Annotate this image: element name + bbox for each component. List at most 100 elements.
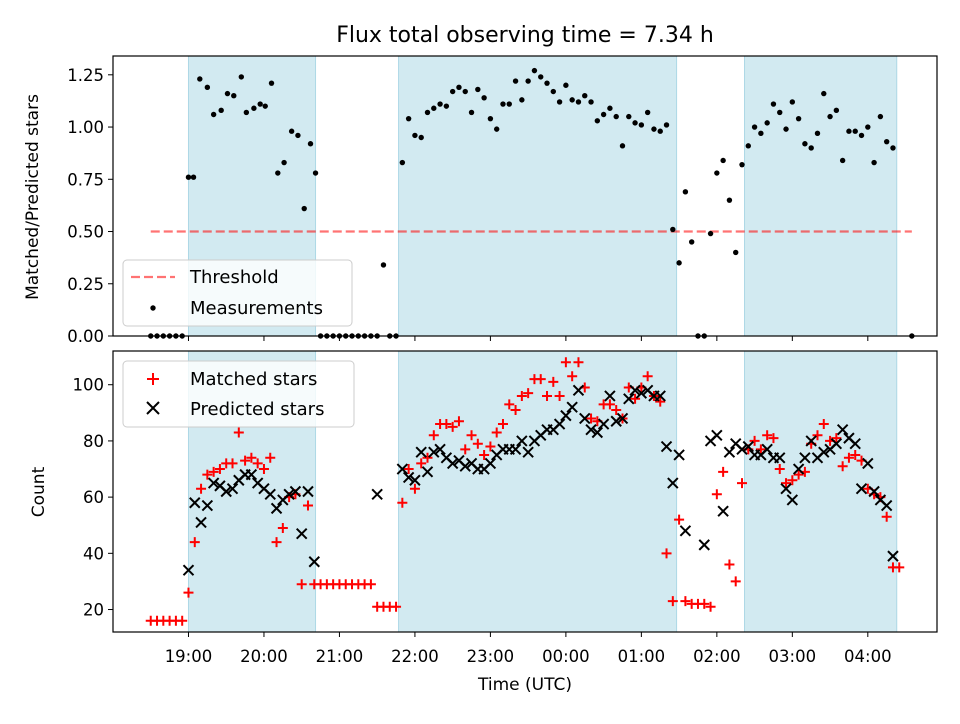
predicted-point bbox=[207, 477, 220, 489]
measurement-point bbox=[789, 99, 796, 105]
x-tick-label: 23:00 bbox=[467, 647, 515, 666]
x-tick-label: 22:00 bbox=[391, 647, 439, 666]
matched-point bbox=[768, 433, 779, 444]
measurement-point bbox=[808, 145, 814, 151]
matched-point bbox=[730, 576, 741, 587]
measurement-point bbox=[418, 134, 424, 141]
matched-point bbox=[189, 537, 200, 548]
matched-point bbox=[447, 421, 458, 432]
count-y-tick-label: 80 bbox=[83, 432, 104, 451]
matched-point bbox=[466, 430, 477, 441]
matched-point bbox=[604, 399, 615, 410]
measurement-point bbox=[301, 205, 307, 212]
predicted-point bbox=[396, 463, 409, 475]
predicted-point bbox=[245, 468, 258, 481]
measurement-point bbox=[275, 170, 281, 176]
measurement-point bbox=[550, 88, 557, 95]
measurement-point bbox=[456, 84, 462, 91]
measurement-point bbox=[688, 239, 695, 245]
matched-point bbox=[674, 514, 685, 525]
measurement-point bbox=[506, 101, 512, 107]
measurement-point bbox=[670, 226, 676, 233]
predicted-point bbox=[667, 477, 679, 489]
predicted-point bbox=[182, 564, 195, 576]
predicted-point bbox=[201, 499, 214, 512]
x-tick-label: 20:00 bbox=[240, 647, 288, 666]
matched-point bbox=[365, 579, 376, 590]
matched-point bbox=[642, 371, 653, 382]
predicted-point bbox=[415, 446, 427, 458]
matched-point bbox=[516, 390, 527, 401]
measurement-point bbox=[594, 118, 601, 124]
predicted-point bbox=[509, 443, 522, 456]
predicted-point bbox=[805, 435, 817, 447]
predicted-point bbox=[295, 527, 308, 540]
count-panel: 20 40 60 80 100 19:00 20:00 21:00 22:00 23:00 00:0… bbox=[73, 350, 938, 666]
measurement-point bbox=[218, 107, 224, 114]
legend-predicted-label: Predicted stars bbox=[190, 399, 324, 420]
predicted-point bbox=[604, 390, 616, 402]
matched-point bbox=[453, 416, 464, 427]
matched-point bbox=[573, 357, 584, 368]
matched-point bbox=[208, 466, 219, 477]
matched-point bbox=[397, 497, 408, 508]
measurement-point bbox=[443, 103, 450, 109]
predicted-point bbox=[446, 457, 459, 470]
predicted-point bbox=[742, 440, 755, 453]
predicted-point bbox=[421, 466, 434, 478]
measurement-point bbox=[714, 170, 720, 176]
x-tick-label: 04:00 bbox=[844, 647, 892, 666]
measurement-point bbox=[726, 197, 733, 203]
ratio-y-tick-label: 0.25 bbox=[67, 275, 104, 294]
measurement-point bbox=[858, 132, 865, 139]
matched-point bbox=[881, 511, 892, 522]
measurement-point bbox=[795, 115, 802, 122]
predicted-point bbox=[836, 423, 849, 436]
measurement-point bbox=[190, 174, 197, 180]
measurement-point bbox=[814, 130, 821, 137]
predicted-point bbox=[880, 499, 893, 512]
matched-point bbox=[479, 449, 490, 460]
matched-point bbox=[491, 427, 502, 438]
measurement-point bbox=[846, 128, 852, 134]
ratio-y-tick-label: 0.75 bbox=[67, 170, 104, 189]
measurement-point bbox=[777, 109, 783, 116]
predicted-point bbox=[792, 463, 805, 475]
matched-point bbox=[781, 478, 792, 489]
measurement-point bbox=[204, 84, 211, 91]
matched-point bbox=[850, 449, 861, 460]
x-tick-label: 01:00 bbox=[618, 647, 666, 666]
predicted-point bbox=[660, 440, 673, 453]
predicted-point bbox=[711, 429, 723, 442]
predicted-point bbox=[566, 401, 578, 413]
measurement-point bbox=[751, 124, 758, 130]
measurement-point bbox=[758, 130, 764, 137]
ratio-y-tick-label: 1.00 bbox=[67, 118, 104, 137]
count-observing-band bbox=[398, 350, 678, 633]
legend-measurement-label: Measurements bbox=[190, 298, 323, 319]
predicted-point bbox=[736, 443, 748, 456]
measurement-point bbox=[563, 82, 569, 88]
matched-point bbox=[504, 399, 515, 410]
matched-point bbox=[667, 596, 678, 607]
matched-point bbox=[416, 458, 427, 469]
matched-point bbox=[630, 393, 641, 404]
measurement-point bbox=[257, 101, 263, 107]
measurement-point bbox=[185, 174, 192, 180]
predicted-point bbox=[679, 525, 692, 537]
measurement-point bbox=[663, 122, 670, 128]
matched-point bbox=[711, 489, 722, 500]
count-y-tick-label: 40 bbox=[83, 544, 104, 563]
predicted-point bbox=[409, 474, 421, 486]
count-y-tick-label: 100 bbox=[73, 376, 105, 395]
matched-point bbox=[258, 464, 269, 475]
x-tick-label: 03:00 bbox=[769, 647, 817, 666]
count-y-axis-label: Count bbox=[29, 466, 49, 517]
matched-point bbox=[655, 396, 666, 407]
count-observing-band bbox=[744, 350, 898, 633]
matched-point bbox=[485, 441, 496, 452]
predicted-point bbox=[597, 418, 610, 430]
matched-point bbox=[252, 458, 263, 469]
matched-point bbox=[202, 469, 213, 480]
measurement-point bbox=[619, 143, 626, 149]
